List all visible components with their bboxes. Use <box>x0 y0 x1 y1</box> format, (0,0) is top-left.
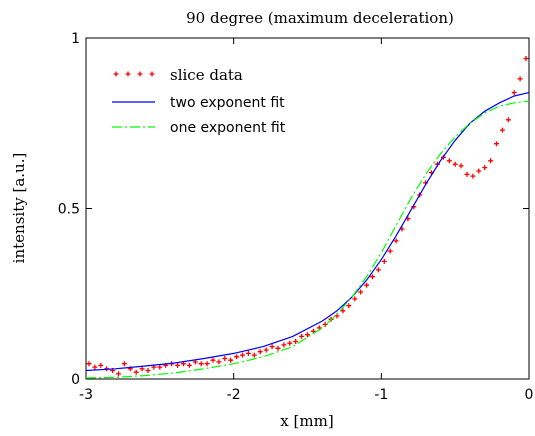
data-point <box>505 117 511 123</box>
data-point <box>92 364 98 370</box>
legend-swatch-points <box>113 71 155 77</box>
data-point <box>340 308 346 314</box>
series-layer <box>85 56 530 379</box>
series-points-0 <box>86 56 529 377</box>
legend-marker <box>149 71 155 77</box>
data-point <box>210 357 216 363</box>
data-point <box>275 345 281 351</box>
data-point <box>228 357 234 363</box>
data-point <box>281 342 287 348</box>
legend: slice data two exponent fit one exponent… <box>112 66 286 136</box>
data-point <box>257 349 263 355</box>
data-point <box>198 361 204 367</box>
x-tick-label: -3 <box>79 387 93 403</box>
x-tick-label: -2 <box>227 387 241 403</box>
data-point <box>299 333 305 339</box>
y-tick-label: 0.5 <box>58 202 80 218</box>
data-point <box>116 371 121 377</box>
data-point <box>293 339 299 344</box>
data-point <box>375 267 381 273</box>
data-point <box>387 248 393 254</box>
legend-marker <box>125 71 131 77</box>
data-point <box>352 296 358 302</box>
data-point <box>470 173 476 179</box>
plot-frame <box>85 37 530 380</box>
data-point <box>133 369 139 375</box>
y-tick-label: 1 <box>71 31 80 47</box>
data-point <box>139 366 145 372</box>
data-point <box>370 274 375 280</box>
data-point <box>482 165 488 171</box>
legend-label: two exponent fit <box>170 95 285 111</box>
data-point <box>234 354 240 360</box>
x-tick-label: -1 <box>374 387 388 403</box>
data-point <box>523 56 529 61</box>
data-point <box>511 90 517 96</box>
axis-tick-labels: -3 -2 -1 0 0 0.5 1 <box>58 31 534 403</box>
data-point <box>346 303 352 309</box>
data-point <box>452 161 458 167</box>
chart-title: 90 degree (maximum deceleration) <box>186 9 454 27</box>
legend-marker <box>137 71 143 77</box>
legend-item-slice-data: slice data <box>113 66 243 84</box>
data-point <box>157 364 163 370</box>
data-point <box>263 347 269 353</box>
data-point <box>517 76 523 82</box>
data-point <box>251 352 257 358</box>
data-point <box>145 368 151 373</box>
data-point <box>458 163 464 169</box>
data-point <box>222 356 228 361</box>
data-point <box>499 127 505 133</box>
data-point <box>464 171 470 177</box>
data-point <box>358 289 364 295</box>
x-tick-label: 0 <box>525 387 534 403</box>
y-axis-label: intensity [a.u.] <box>10 153 28 264</box>
data-point <box>488 158 494 164</box>
legend-marker <box>113 71 119 77</box>
series-line-1 <box>85 92 530 372</box>
data-point <box>269 344 275 350</box>
data-point <box>121 361 127 367</box>
data-point <box>240 352 245 358</box>
data-point <box>287 340 293 346</box>
series-line-2 <box>85 100 530 379</box>
data-point <box>476 168 482 174</box>
data-point <box>216 359 222 365</box>
data-point <box>245 350 251 356</box>
data-point <box>98 362 104 368</box>
data-point <box>86 361 92 367</box>
axis-ticks <box>85 37 530 380</box>
legend-item-one-exponent-fit: one exponent fit <box>112 120 286 136</box>
data-point <box>494 141 499 147</box>
data-point <box>305 332 310 338</box>
data-point <box>364 282 370 288</box>
legend-label: slice data <box>170 66 243 84</box>
legend-item-two-exponent-fit: two exponent fit <box>112 95 285 111</box>
data-point <box>175 362 181 368</box>
legend-label: one exponent fit <box>170 120 286 136</box>
data-point <box>393 238 399 244</box>
x-axis-label: x [mm] <box>280 412 333 430</box>
data-point <box>446 158 452 164</box>
data-point <box>204 361 210 367</box>
data-point <box>322 321 328 327</box>
data-point <box>186 362 192 368</box>
data-point <box>381 258 387 264</box>
y-tick-label: 0 <box>71 372 80 388</box>
